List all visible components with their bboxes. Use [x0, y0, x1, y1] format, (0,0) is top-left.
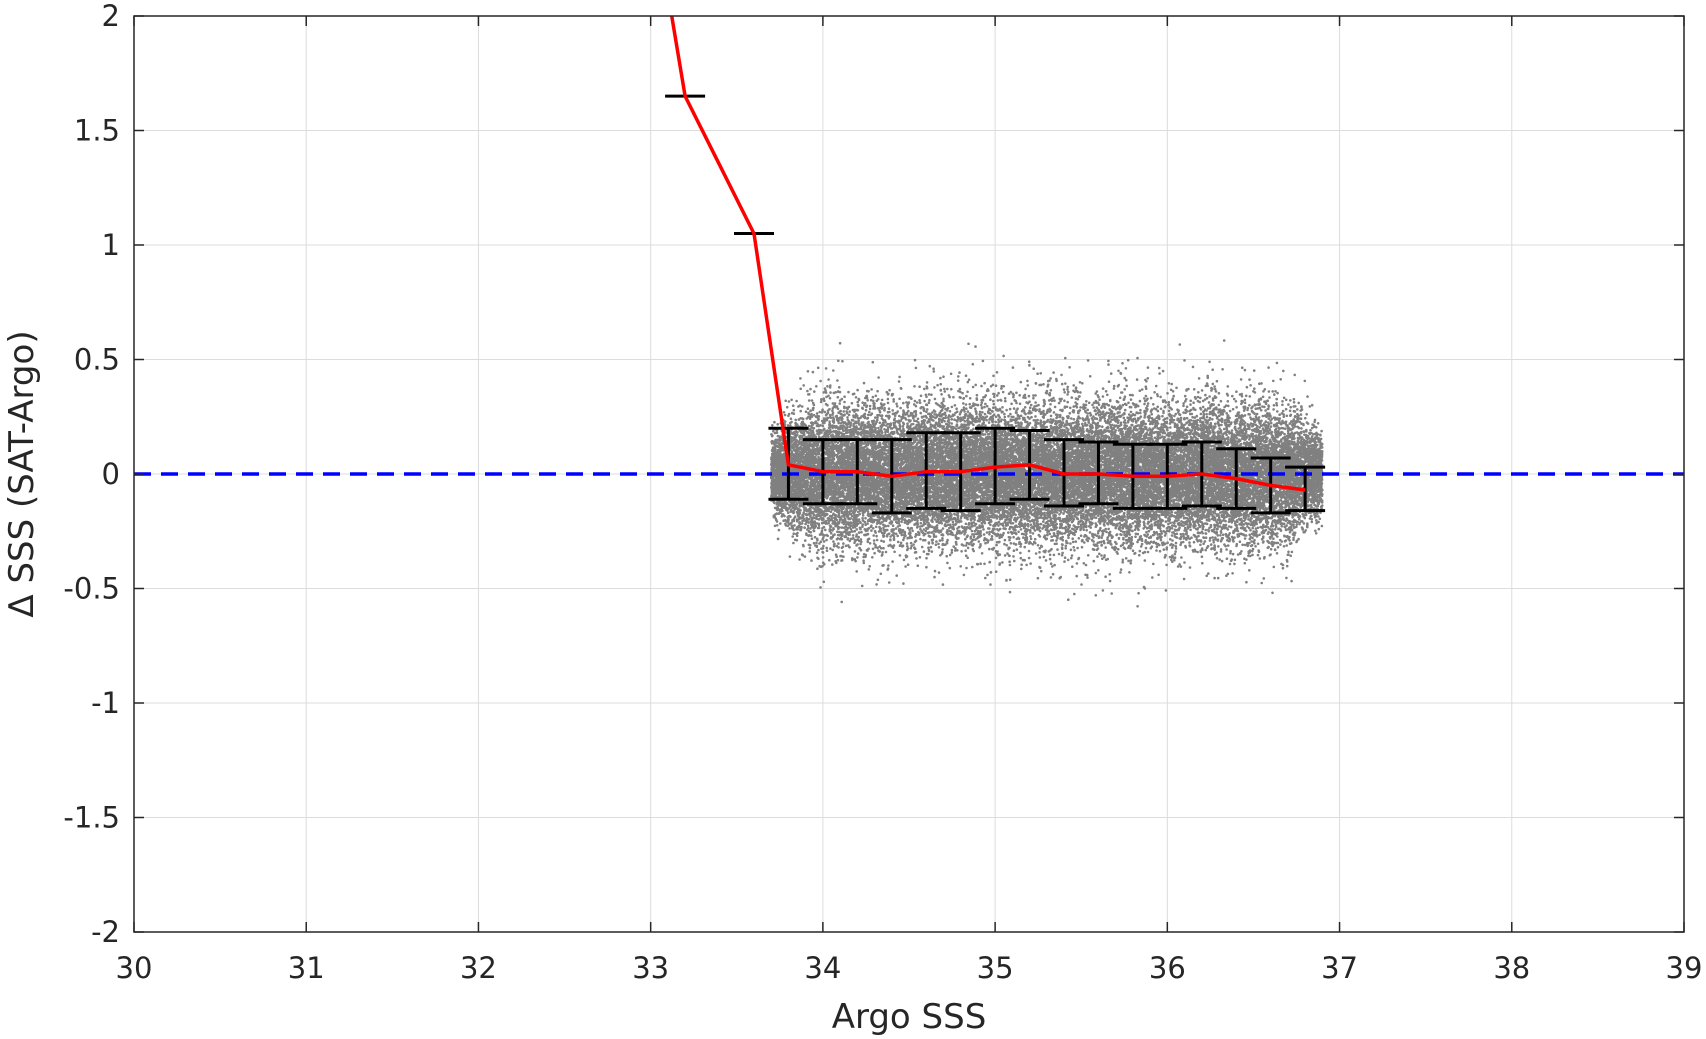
y-tick-label: 2: [102, 0, 120, 33]
mean-line: [669, 16, 1306, 492]
y-tick-label: -1.5: [63, 801, 120, 835]
y-tick-label: 0.5: [74, 343, 120, 377]
y-tick-label: 1: [102, 228, 120, 262]
x-tick-label: 37: [1321, 951, 1358, 985]
x-tick-label: 35: [977, 951, 1014, 985]
y-tick-label: 0: [102, 457, 120, 491]
x-axis-ticks: 30 31 32 33 34 35 36 37 38 39: [116, 16, 1703, 985]
y-axis-label: Δ SSS (SAT-Argo): [2, 330, 42, 617]
grid: [134, 16, 1684, 932]
y-tick-label: -2: [91, 915, 120, 949]
x-tick-label: 36: [1149, 951, 1186, 985]
mean-difference-line: [669, 16, 1306, 492]
x-tick-label: 32: [460, 951, 497, 985]
x-tick-label: 38: [1493, 951, 1530, 985]
y-tick-label: -0.5: [63, 572, 120, 606]
x-tick-label: 30: [116, 951, 153, 985]
x-tick-label: 31: [288, 951, 325, 985]
y-axis-ticks: 2 1.5 1 0.5 0 -0.5 -1 -1.5 -2: [63, 0, 1684, 949]
x-tick-label: 34: [804, 951, 841, 985]
x-tick-label: 33: [632, 951, 669, 985]
y-tick-label: -1: [91, 686, 120, 720]
y-tick-label: 1.5: [74, 114, 120, 148]
x-axis-label: Argo SSS: [832, 997, 987, 1037]
x-tick-label: 39: [1666, 951, 1703, 985]
